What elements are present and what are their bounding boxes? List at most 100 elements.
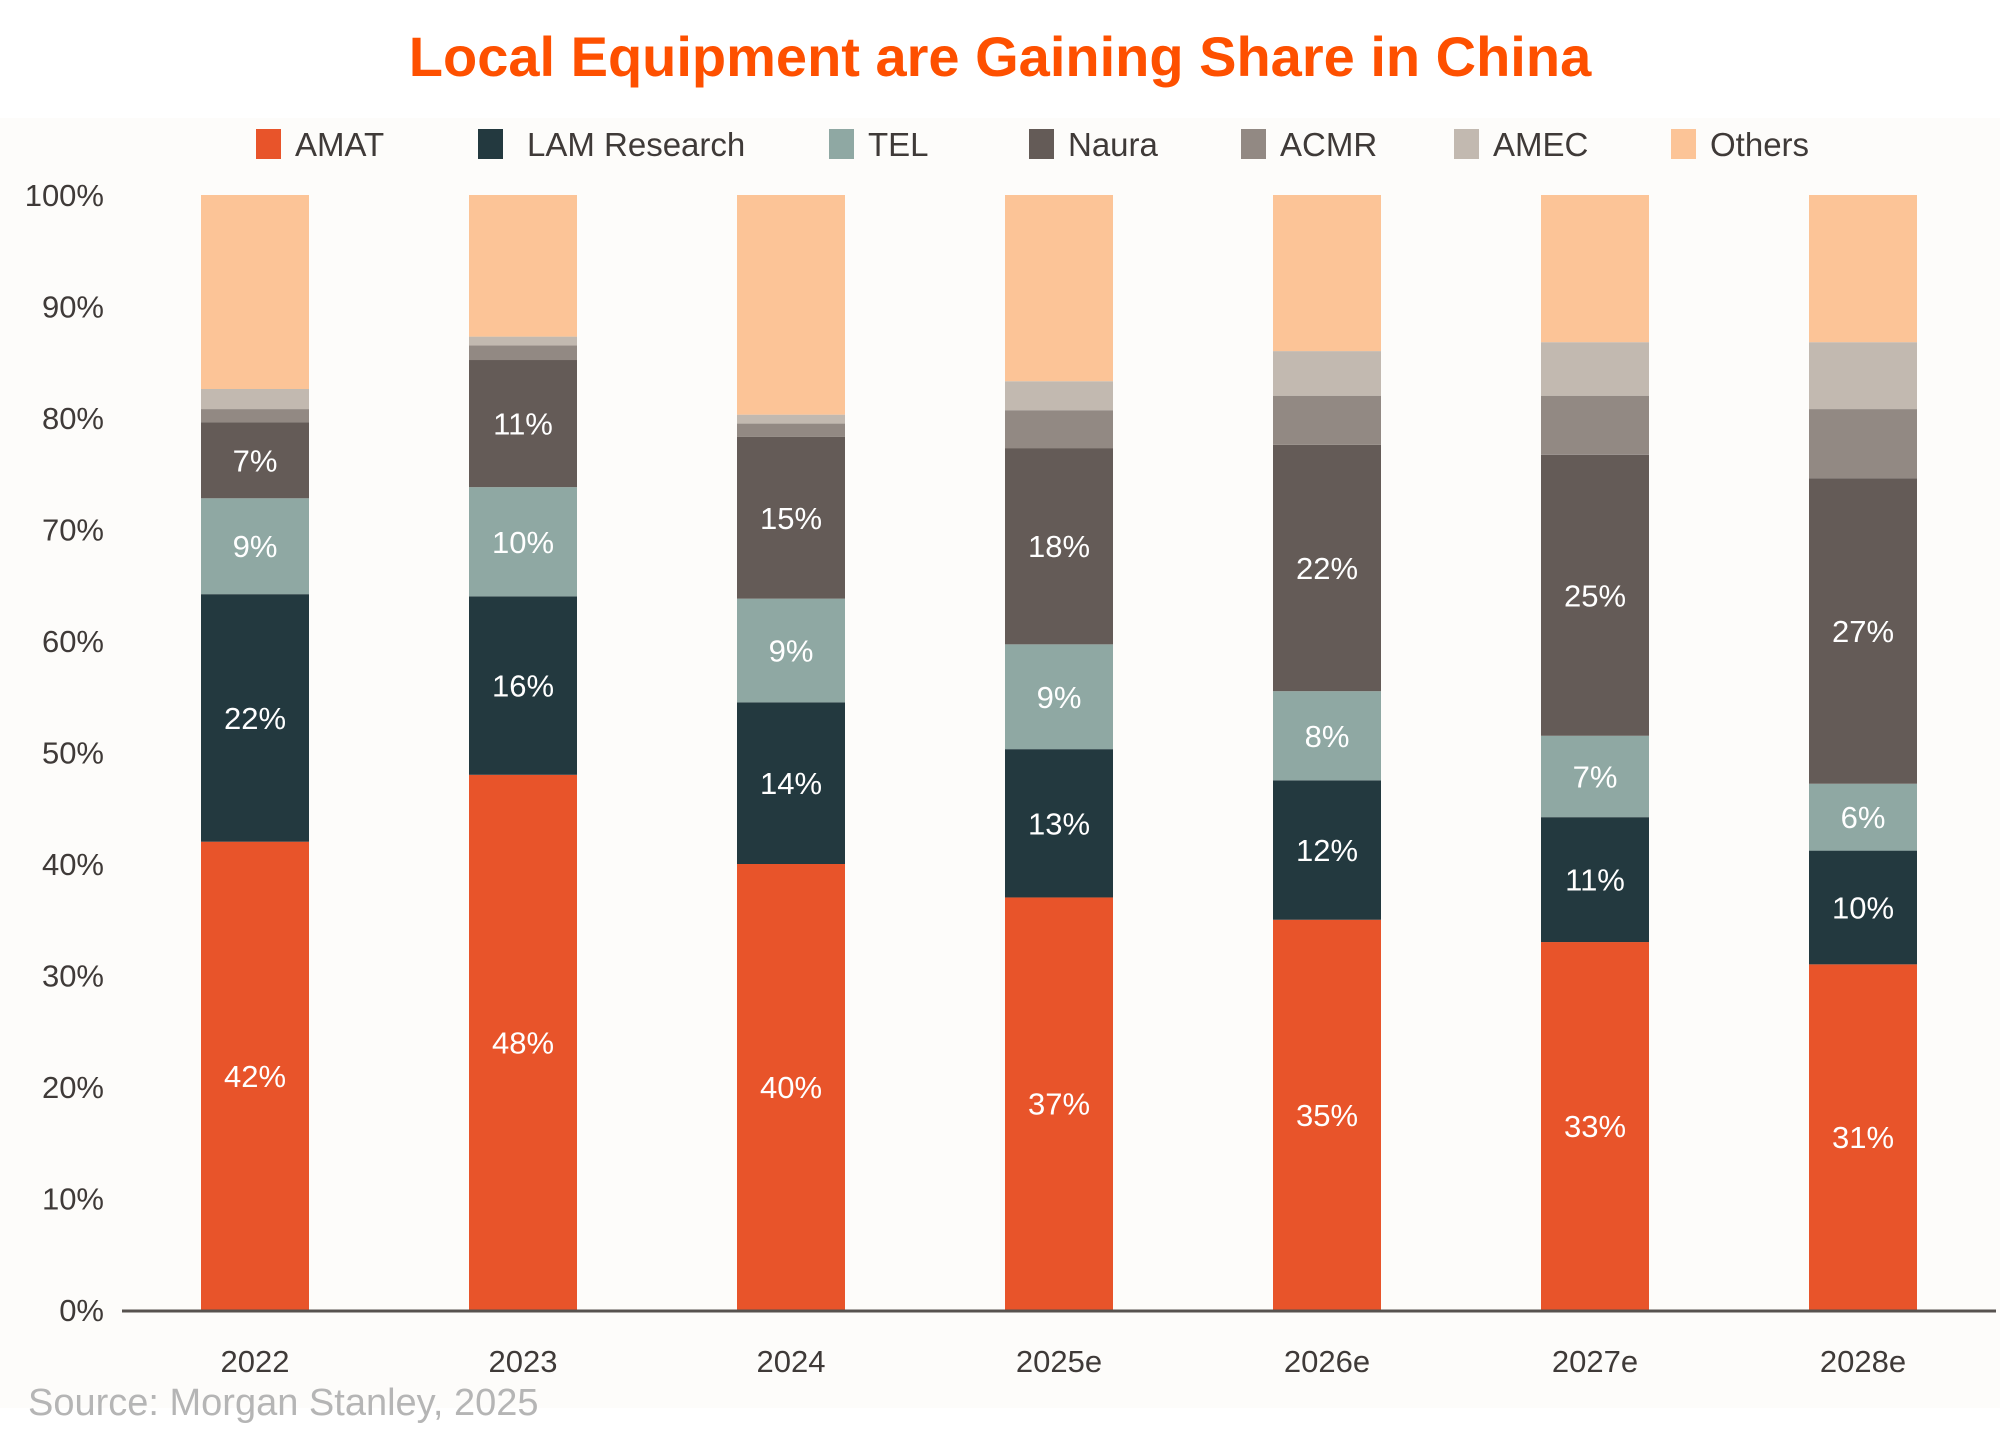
data-label: 15% [760, 501, 822, 536]
bar-segment-tel [737, 598, 845, 703]
bar-segment-others [201, 195, 309, 390]
bar-segment-tel [201, 498, 309, 595]
bar-segment-acmr [469, 345, 577, 361]
data-label: 42% [224, 1059, 286, 1094]
bar-segment-acmr [737, 423, 845, 437]
legend-label: AMAT [295, 126, 384, 163]
bar-segment-tel [1273, 691, 1381, 781]
x-tick-label: 2026e [1284, 1344, 1370, 1379]
y-tick-label: 40% [42, 847, 104, 882]
bar-segment-amec [1541, 342, 1649, 396]
y-axis: 0% 10% 20% 30% 40% 50% 60% 70% 80% 90% 100% [25, 178, 104, 1328]
bar-segment-lam-research [1273, 780, 1381, 920]
bar-stack-2024: 40% 14% 9% 15% [737, 195, 845, 1310]
chart-title: Local Equipment are Gaining Share in Chi… [408, 25, 1592, 88]
bar-segment-amec [469, 336, 577, 346]
data-label: 37% [1028, 1087, 1090, 1122]
legend-label: Others [1710, 126, 1809, 163]
bar-segment-amat [1809, 964, 1917, 1310]
bar-segment-tel [1541, 735, 1649, 818]
bar-stack-2027e: 33% 11% 7% 25% [1541, 195, 1649, 1310]
bar-segment-others [1541, 195, 1649, 343]
bar-segment-amec [1273, 351, 1381, 396]
x-tick-label: 2028e [1820, 1344, 1906, 1379]
data-label: 11% [493, 407, 553, 442]
legend-item-tel: TEL [829, 126, 929, 163]
bar-segment-tel [469, 487, 577, 597]
data-label: 7% [1573, 759, 1618, 794]
bar-segment-naura [1809, 478, 1917, 784]
data-label: 10% [1832, 890, 1894, 925]
bar-stack-2025e: 37% 13% 9% 18% [1005, 195, 1113, 1310]
bar-segment-amec [1005, 381, 1113, 411]
data-label: 48% [492, 1025, 554, 1060]
x-tick-label: 2023 [489, 1344, 558, 1379]
x-tick-label: 2022 [221, 1344, 290, 1379]
y-tick-label: 70% [42, 513, 104, 548]
bar-segment-others [469, 195, 577, 337]
y-tick-label: 80% [42, 401, 104, 436]
data-label: 22% [1296, 551, 1358, 586]
bar-segment-amec [737, 414, 845, 424]
bar-segment-amec [1809, 342, 1917, 410]
legend-label: ACMR [1280, 126, 1377, 163]
y-tick-label: 20% [42, 1070, 104, 1105]
bar-segment-others [1809, 195, 1917, 343]
y-tick-label: 60% [42, 624, 104, 659]
legend-swatch [1029, 129, 1054, 159]
bar-segment-lam-research [1541, 817, 1649, 943]
bar-segment-lam-research [469, 596, 577, 775]
data-label: 10% [492, 525, 554, 560]
bar-segment-naura [469, 360, 577, 488]
bar-segment-lam-research [737, 702, 845, 864]
legend-item-naura: Naura [1029, 126, 1159, 163]
bar-segment-amat [1005, 897, 1113, 1310]
y-tick-label: 90% [42, 290, 104, 325]
bar-segment-acmr [1541, 395, 1649, 455]
data-label: 9% [769, 633, 814, 668]
y-tick-label: 0% [59, 1293, 104, 1328]
data-label: 14% [760, 766, 822, 801]
legend-swatch [1671, 129, 1696, 159]
bar-segment-tel [1005, 644, 1113, 750]
plot-background [0, 118, 2000, 1408]
legend-swatch [1454, 129, 1479, 159]
x-tick-label: 2024 [757, 1344, 826, 1379]
bar-stack-2028e: 31% 10% 6% 27% [1809, 195, 1917, 1310]
data-label: 16% [492, 669, 554, 704]
bar-segment-acmr [1809, 409, 1917, 479]
bar-segment-amat [469, 774, 577, 1310]
data-label: 27% [1832, 614, 1894, 649]
bar-segment-lam-research [201, 594, 309, 842]
data-label: 31% [1832, 1120, 1894, 1155]
bars: 42% 22% 9% 7% 48% 16% 10% 11% 40% 14% 9% 15% 37% 13% 9… [201, 195, 1917, 1310]
legend-swatch [478, 129, 503, 159]
x-tick-label: 2025e [1016, 1344, 1102, 1379]
legend-label: LAM Research [527, 126, 745, 163]
bar-segment-naura [1541, 454, 1649, 736]
data-label: 6% [1841, 800, 1886, 835]
bar-segment-lam-research [1809, 850, 1917, 965]
legend-item-acmr: ACMR [1241, 126, 1377, 163]
data-label: 13% [1028, 806, 1090, 841]
bar-segment-others [1005, 195, 1113, 382]
x-axis: 2022 2023 2024 2025e 2026e 2027e 2028e [122, 1309, 1996, 1379]
bar-segment-tel [1809, 783, 1917, 851]
legend-swatch [829, 129, 854, 159]
data-label: 7% [233, 443, 278, 478]
bar-segment-acmr [201, 409, 309, 423]
bar-segment-naura [737, 436, 845, 599]
bar-stack-2026e: 35% 12% 8% 22% [1273, 195, 1381, 1310]
legend-label: AMEC [1493, 126, 1588, 163]
data-label: 11% [1565, 863, 1625, 898]
y-tick-label: 30% [42, 959, 104, 994]
data-label: 25% [1564, 578, 1626, 613]
x-tick-label: 2027e [1552, 1344, 1638, 1379]
data-label: 22% [224, 701, 286, 736]
data-label: 12% [1296, 833, 1358, 868]
legend: AMAT LAM Research TEL Naura ACMR AMEC Others [256, 126, 1809, 163]
y-tick-label: 10% [42, 1182, 104, 1217]
legend-label: Naura [1068, 126, 1159, 163]
bar-segment-amec [201, 389, 309, 410]
